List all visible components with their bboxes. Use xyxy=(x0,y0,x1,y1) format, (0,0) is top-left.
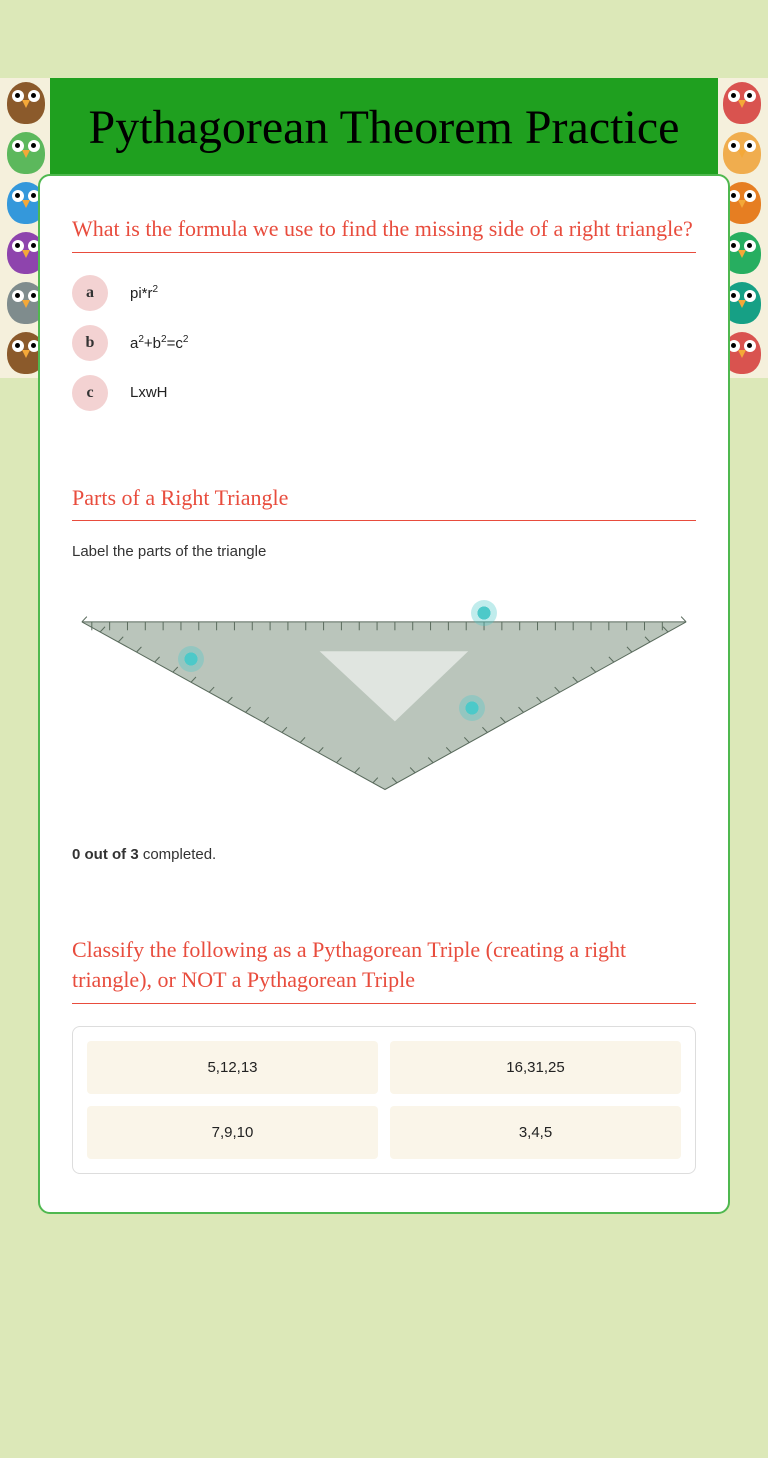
question-3-title: Classify the following as a Pythagorean … xyxy=(72,935,696,1003)
choice-text: a2+b2=c2 xyxy=(130,334,188,352)
choice-letter-icon: b xyxy=(72,325,108,361)
triangle-ruler-svg xyxy=(72,580,696,800)
choice-c[interactable]: c LxwH xyxy=(72,375,696,411)
question-2-instruction: Label the parts of the triangle xyxy=(72,543,696,560)
chip-1[interactable]: 16,31,25 xyxy=(390,1041,681,1094)
hotspot-3[interactable] xyxy=(459,695,485,721)
progress-count: 0 out of 3 xyxy=(72,846,139,863)
question-1-choices: a pi*r2 b a2+b2=c2 c LxwH xyxy=(72,275,696,411)
chip-container: 5,12,1316,31,257,9,103,4,5 xyxy=(72,1026,696,1174)
worksheet-header: Pythagorean Theorem Practice xyxy=(50,78,718,178)
question-2-title: Parts of a Right Triangle xyxy=(72,483,696,522)
chip-0[interactable]: 5,12,13 xyxy=(87,1041,378,1094)
choice-letter-icon: a xyxy=(72,275,108,311)
chip-3[interactable]: 3,4,5 xyxy=(390,1106,681,1159)
question-2-progress: 0 out of 3 completed. xyxy=(72,846,696,863)
progress-label: completed. xyxy=(139,846,217,863)
choice-text: pi*r2 xyxy=(130,284,158,302)
question-3: Classify the following as a Pythagorean … xyxy=(72,935,696,1173)
question-2: Parts of a Right Triangle Label the part… xyxy=(72,483,696,864)
choice-letter-icon: c xyxy=(72,375,108,411)
choice-a[interactable]: a pi*r2 xyxy=(72,275,696,311)
page-title: Pythagorean Theorem Practice xyxy=(60,98,708,158)
choice-text: LxwH xyxy=(130,384,168,401)
triangle-image-wrap xyxy=(72,580,696,800)
worksheet-card: What is the formula we use to find the m… xyxy=(38,174,730,1214)
choice-b[interactable]: b a2+b2=c2 xyxy=(72,325,696,361)
question-1-title: What is the formula we use to find the m… xyxy=(72,214,696,253)
chip-2[interactable]: 7,9,10 xyxy=(87,1106,378,1159)
